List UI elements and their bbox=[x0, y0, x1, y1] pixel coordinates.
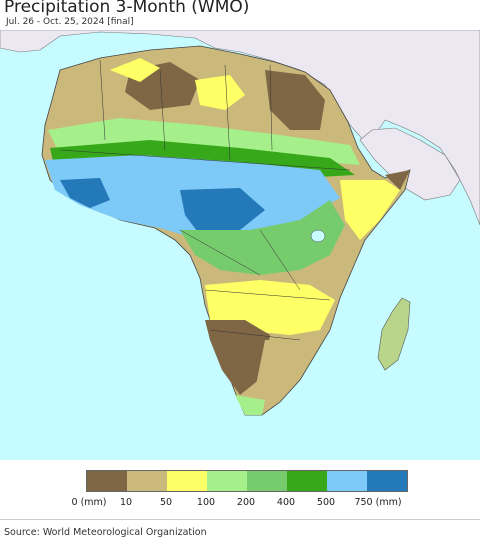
legend-swatch-3 bbox=[207, 471, 247, 491]
legend-swatch-2 bbox=[167, 471, 207, 491]
horn-dry bbox=[385, 170, 410, 190]
east-africa-dry bbox=[340, 180, 400, 240]
legend-swatch-7 bbox=[367, 471, 407, 491]
footer-divider bbox=[0, 519, 480, 520]
egypt-dry-zone bbox=[265, 70, 325, 130]
legend-swatch-5 bbox=[287, 471, 327, 491]
legend-swatch-1 bbox=[127, 471, 167, 491]
legend-label-4: 200 bbox=[236, 497, 256, 508]
congo-basin bbox=[180, 200, 345, 275]
legend-label-1: 10 bbox=[119, 497, 133, 508]
precipitation-map bbox=[0, 30, 480, 460]
source-credit: Source: World Meteorological Organizatio… bbox=[4, 527, 207, 538]
kalahari-dry bbox=[205, 320, 270, 395]
legend-label-3: 100 bbox=[196, 497, 216, 508]
lake-victoria bbox=[310, 229, 326, 243]
legend-label-2: 50 bbox=[159, 497, 173, 508]
south-africa-mixed bbox=[255, 340, 310, 400]
legend-label-6: 500 bbox=[316, 497, 336, 508]
legend-swatch-4 bbox=[247, 471, 287, 491]
legend-label-0: 0 (mm) bbox=[71, 497, 107, 508]
map-title: Precipitation 3-Month (WMO) bbox=[4, 0, 250, 17]
country-borders bbox=[59, 59, 351, 341]
sahara-yellow-zone bbox=[195, 75, 245, 110]
arabian-peninsula bbox=[359, 127, 461, 201]
legend-color-bar bbox=[86, 470, 408, 492]
cape-green bbox=[235, 395, 265, 415]
legend-swatch-6 bbox=[327, 471, 367, 491]
north-coast-yellow bbox=[110, 58, 160, 82]
madagascar bbox=[377, 297, 411, 371]
legend-label-5: 400 bbox=[276, 497, 296, 508]
map-subtitle: Jul. 26 - Oct. 25, 2024 [final] bbox=[6, 17, 134, 27]
legend-label-7: 750 (mm) bbox=[354, 497, 402, 508]
very-wet-zone bbox=[60, 178, 265, 235]
legend: 0 (mm) 10 50 100 200 400 500 750 (mm) bbox=[0, 462, 480, 522]
legend-swatch-0 bbox=[87, 471, 127, 491]
